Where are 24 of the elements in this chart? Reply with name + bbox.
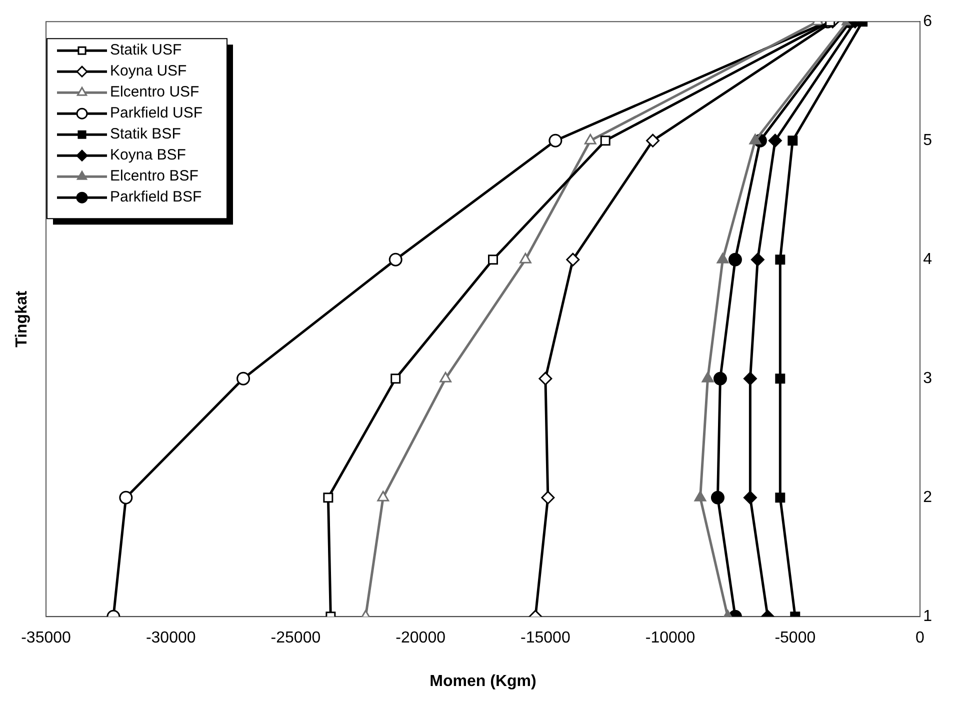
legend-label: Koyna USF	[110, 62, 187, 80]
legend-label: Statik BSF	[110, 126, 181, 143]
x-tick-label: -30000	[146, 630, 196, 647]
x-tick-label: -5000	[774, 630, 816, 647]
legend-label: Elcentro USF	[110, 84, 200, 101]
x-axis-title: Momen (Kgm)	[430, 672, 536, 690]
legend-label: Statik USF	[110, 42, 182, 59]
y-axis-title: Tingkat	[13, 290, 30, 348]
legend-label: Koyna BSF	[110, 146, 186, 164]
legend-label: Elcentro BSF	[110, 168, 198, 185]
x-tick-label: -20000	[396, 630, 446, 647]
legend-label: Parkfield USF	[110, 104, 203, 122]
y-tick-label: 3	[923, 370, 932, 388]
x-tick-label: -25000	[270, 630, 321, 647]
y-tick-label: 2	[923, 489, 932, 506]
y-tick-label: 1	[923, 608, 932, 626]
x-tick-label: -15000	[520, 630, 570, 647]
legend-label: Parkfield BSF	[110, 188, 202, 206]
x-tick-label: 0	[916, 630, 925, 647]
y-tick-label: 6	[923, 13, 932, 30]
x-tick-label: -10000	[645, 630, 696, 647]
y-tick-label: 5	[923, 132, 932, 150]
x-tick-label: -35000	[21, 630, 72, 647]
y-tick-label: 4	[923, 251, 932, 268]
